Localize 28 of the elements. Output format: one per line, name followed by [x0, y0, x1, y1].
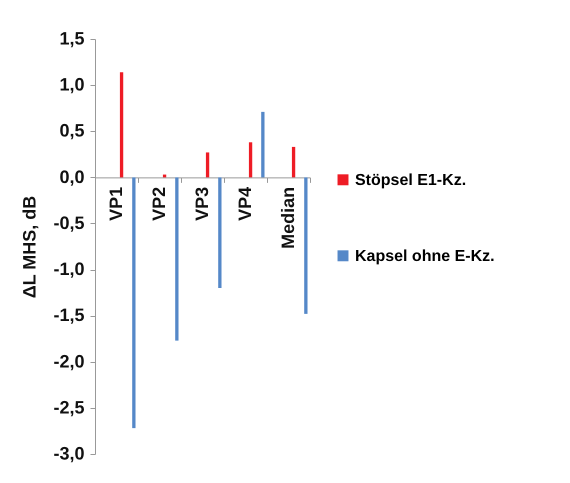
y-tick-label: -1,5 — [53, 305, 84, 326]
bar — [120, 72, 124, 178]
y-tick-label: 1,5 — [59, 28, 84, 48]
y-tick-label: 1,0 — [59, 74, 84, 95]
y-tick-label: -1,0 — [53, 259, 84, 280]
bar — [162, 174, 166, 178]
bar — [304, 177, 308, 314]
x-tick-label: VP4 — [235, 186, 255, 221]
y-tick-label: -3,0 — [53, 444, 84, 464]
bar — [292, 146, 296, 178]
bar — [218, 177, 222, 288]
bar — [248, 142, 252, 178]
x-tick-label: Median — [278, 186, 298, 249]
bar — [175, 177, 179, 341]
bar — [132, 177, 136, 428]
y-tick-label: -2,5 — [53, 397, 84, 418]
y-tick-label: 0,0 — [59, 166, 84, 187]
legend-label: Kapsel ohne E-Kz. — [355, 248, 495, 265]
bar — [206, 152, 210, 178]
y-tick-label: 0,5 — [59, 120, 84, 141]
y-tick-label: -2,0 — [53, 351, 84, 372]
x-tick-label: VP2 — [149, 186, 169, 221]
y-tick-label: -0,5 — [53, 212, 84, 233]
x-tick-label: VP1 — [106, 186, 126, 221]
legend-label: Stöpsel E1-Kz. — [355, 172, 466, 189]
bar — [261, 112, 265, 178]
y-axis-title: ΔL MHS, dB — [19, 196, 40, 298]
x-tick-label: VP3 — [192, 186, 212, 221]
